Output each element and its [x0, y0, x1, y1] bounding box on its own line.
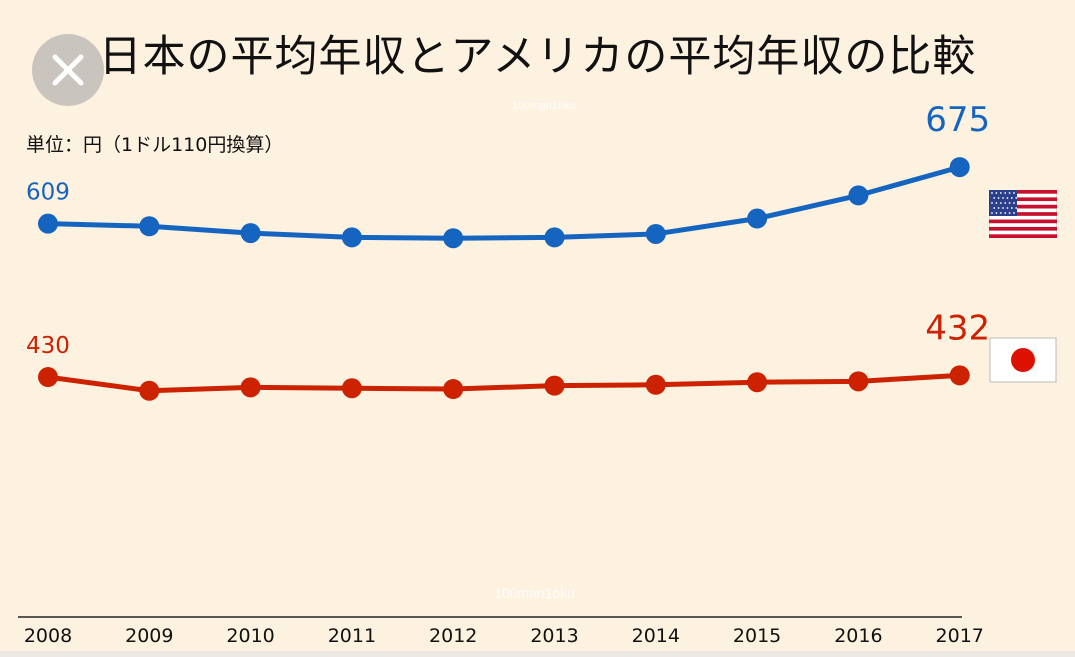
x-tick-label: 2014: [632, 625, 680, 647]
jp-data-point: [139, 380, 160, 401]
chart-title: 日本の平均年収とアメリカの平均年収の比較: [98, 32, 977, 82]
x-tick-label: 2008: [24, 625, 72, 647]
x-tick-label: 2015: [733, 625, 781, 647]
us-first-value-label: 609: [26, 180, 70, 206]
jp-data-point: [848, 371, 869, 392]
us-data-point: [240, 223, 261, 244]
x-tick-label: 2011: [328, 625, 376, 647]
us-data-point: [848, 185, 869, 206]
jp-data-point: [341, 378, 362, 399]
jp-last-value-label: 432: [925, 308, 990, 348]
close-button[interactable]: [32, 34, 104, 106]
watermark: 100man1oku: [494, 585, 575, 601]
us-data-point: [645, 223, 666, 244]
bottom-strip: [0, 651, 1075, 657]
jp-data-point: [544, 375, 565, 396]
us-data-point: [139, 216, 160, 237]
jp-data-point: [645, 374, 666, 395]
us-data-point: [443, 228, 464, 249]
us-data-point: [747, 208, 768, 229]
x-tick-label: 2016: [834, 625, 882, 647]
jp-data-point: [38, 367, 58, 388]
unit-note: 単位：円（1ドル110円換算）: [26, 134, 284, 156]
watermark: 100man1oku: [512, 100, 576, 112]
jp-series-line: [45, 372, 963, 394]
jp-data-point: [443, 379, 464, 400]
jp-data-point: [949, 365, 970, 386]
x-tick-label: 2012: [429, 625, 477, 647]
jp-data-point: [240, 377, 261, 398]
us-data-point: [38, 213, 58, 234]
x-tick-label: 2009: [125, 625, 173, 647]
japan-flag-icon: [989, 337, 1057, 383]
x-tick-label: 2017: [936, 625, 984, 647]
us-data-point: [544, 227, 565, 248]
jp-first-value-label: 430: [26, 333, 70, 359]
us-series-line: [45, 164, 963, 241]
x-tick-label: 2013: [530, 625, 578, 647]
us-last-value-label: 675: [925, 100, 990, 140]
close-icon: [52, 54, 84, 86]
us-flag-icon: [989, 190, 1057, 238]
us-data-point: [949, 157, 970, 178]
x-tick-label: 2010: [226, 625, 274, 647]
jp-data-point: [747, 372, 768, 393]
us-data-point: [341, 227, 362, 248]
